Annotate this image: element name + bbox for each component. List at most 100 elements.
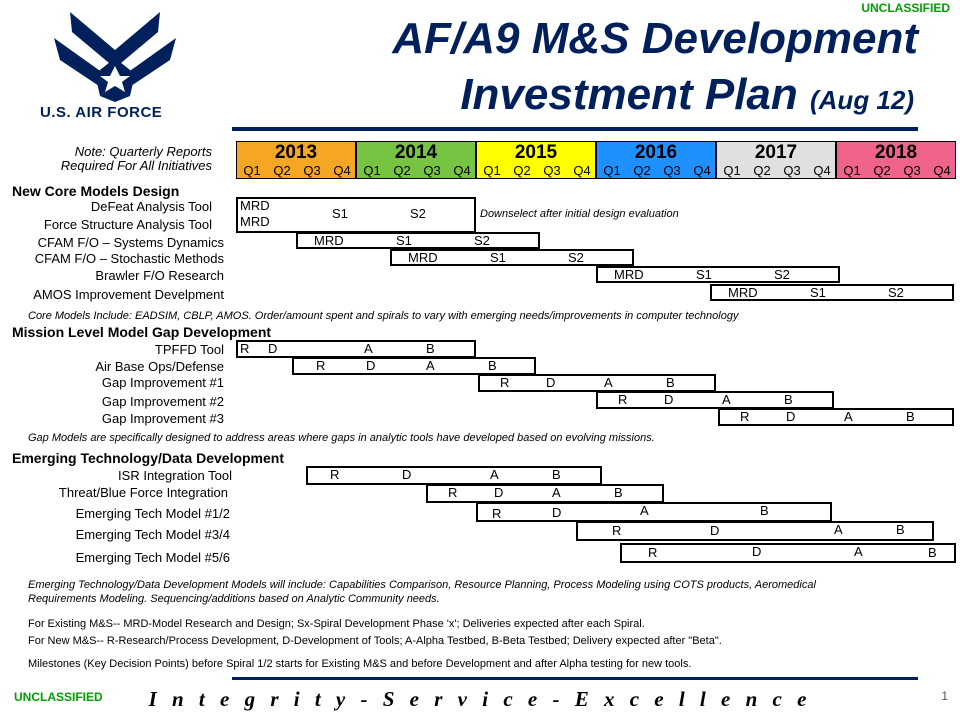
row-label: CFAM F/O – Stochastic Methods bbox=[34, 251, 224, 266]
milestone-r: R bbox=[330, 467, 340, 482]
milestone-b: B bbox=[666, 375, 675, 390]
title-line-1: AF/A9 M&S Development bbox=[392, 14, 918, 63]
milestone-a: A bbox=[604, 375, 613, 390]
classification-top: UNCLASSIFIED bbox=[861, 1, 950, 15]
quarter-label: Q2 bbox=[753, 163, 771, 178]
milestone-a: A bbox=[364, 341, 373, 356]
milestone-b: B bbox=[614, 485, 623, 500]
milestone-mrd: MRD bbox=[614, 267, 644, 282]
row-label: Air Base Ops/Defense bbox=[95, 359, 224, 374]
row-label: Force Structure Analysis Tool bbox=[43, 217, 212, 232]
milestone-d: D bbox=[786, 409, 796, 424]
milestone-mrd: MRD bbox=[240, 198, 270, 213]
air-force-logo bbox=[54, 12, 176, 102]
row-label: Gap Improvement #1 bbox=[101, 375, 224, 390]
quarter-label: Q2 bbox=[633, 163, 651, 178]
milestone-b: B bbox=[488, 358, 497, 373]
emerging-annotation-line-2: Requirements Modeling. Sequencing/additi… bbox=[28, 593, 440, 605]
milestone-r: R bbox=[618, 392, 628, 407]
year-label: 2015 bbox=[514, 142, 558, 163]
milestone-s2: S2 bbox=[774, 267, 790, 282]
gantt-bar: MRD S1 S2 bbox=[710, 284, 954, 301]
row-label: Emerging Tech Model #5/6 bbox=[75, 550, 230, 565]
milestone-a: A bbox=[552, 485, 561, 500]
milestone-b: B bbox=[784, 392, 793, 407]
milestone-d: D bbox=[402, 467, 412, 482]
row-label: Threat/Blue Force Integration bbox=[58, 485, 228, 500]
milestone-s2: S2 bbox=[568, 250, 584, 265]
title-date: (Aug 12) bbox=[810, 85, 914, 115]
milestone-a: A bbox=[854, 544, 863, 559]
footer-rule bbox=[232, 677, 918, 680]
quarterly-note-line-1: Note: Quarterly Reports bbox=[74, 144, 212, 159]
milestone-r: R bbox=[500, 375, 510, 390]
year-label: 2013 bbox=[274, 142, 318, 163]
milestone-mrd: MRD bbox=[728, 285, 758, 300]
milestone-b: B bbox=[552, 467, 561, 482]
milestone-d: D bbox=[552, 505, 562, 520]
year-label: 2017 bbox=[754, 142, 798, 163]
year-column-2013: 2013 Q1 Q2 Q3 Q4 bbox=[236, 141, 356, 179]
quarter-label: Q2 bbox=[273, 163, 291, 178]
quarter-label: Q4 bbox=[573, 163, 591, 178]
quarter-label: Q1 bbox=[843, 163, 861, 178]
quarter-label: Q1 bbox=[483, 163, 501, 178]
milestone-a: A bbox=[844, 409, 853, 424]
year-column-2015: 2015 Q1 Q2 Q3 Q4 bbox=[476, 141, 596, 179]
quarter-label: Q4 bbox=[813, 163, 831, 178]
row-label: AMOS Improvement Develpment bbox=[33, 287, 224, 302]
quarter-label: Q4 bbox=[933, 163, 951, 178]
gap-annotation: Gap Models are specifically designed to … bbox=[28, 432, 655, 444]
milestone-r: R bbox=[448, 485, 458, 500]
row-label: Brawler F/O Research bbox=[95, 268, 224, 283]
row-label: Emerging Tech Model #3/4 bbox=[75, 527, 230, 542]
row-label: ISR Integration Tool bbox=[118, 468, 232, 483]
gantt-bar: MRD S1 S2 bbox=[596, 266, 840, 283]
milestone-d: D bbox=[546, 375, 556, 390]
quarter-label: Q4 bbox=[453, 163, 471, 178]
milestone-a: A bbox=[834, 522, 843, 537]
legend-existing: For Existing M&S-- MRD-Model Research an… bbox=[28, 618, 645, 630]
milestone-b: B bbox=[760, 503, 769, 518]
quarter-label: Q3 bbox=[543, 163, 561, 178]
classification-bottom: UNCLASSIFIED bbox=[14, 690, 103, 704]
year-label: 2016 bbox=[634, 142, 678, 163]
milestone-r: R bbox=[492, 506, 502, 521]
milestone-r: R bbox=[316, 358, 326, 373]
section-title-core: New Core Models Design bbox=[12, 183, 180, 199]
row-label: CFAM F/O – Systems Dynamics bbox=[37, 235, 224, 250]
year-column-2017: 2017 Q1 Q2 Q3 Q4 bbox=[716, 141, 836, 179]
quarter-label: Q3 bbox=[783, 163, 801, 178]
milestone-a: A bbox=[490, 467, 499, 482]
legend-new: For New M&S-- R-Research/Process Develop… bbox=[28, 635, 722, 647]
quarter-label: Q3 bbox=[423, 163, 441, 178]
quarter-label: Q4 bbox=[333, 163, 351, 178]
quarter-label: Q1 bbox=[243, 163, 261, 178]
quarter-label: Q3 bbox=[303, 163, 321, 178]
quarterly-note: Note: Quarterly Reports Required For All… bbox=[61, 145, 212, 173]
milestone-s2: S2 bbox=[888, 285, 904, 300]
milestone-d: D bbox=[494, 485, 504, 500]
milestone-r: R bbox=[648, 545, 658, 560]
quarter-label: Q4 bbox=[693, 163, 711, 178]
quarter-label: Q3 bbox=[663, 163, 681, 178]
year-column-2014: 2014 Q1 Q2 Q3 Q4 bbox=[356, 141, 476, 179]
milestone-mrd: MRD bbox=[240, 214, 270, 229]
milestone-s1: S1 bbox=[490, 250, 506, 265]
milestone-s1: S1 bbox=[696, 267, 712, 282]
milestone-s2: S2 bbox=[410, 206, 426, 221]
quarterly-note-line-2: Required For All Initiatives bbox=[60, 158, 212, 173]
quarter-label: Q1 bbox=[603, 163, 621, 178]
milestone-d: D bbox=[268, 341, 278, 356]
row-label: DeFeat Analysis Tool bbox=[90, 199, 212, 214]
quarter-label: Q1 bbox=[363, 163, 381, 178]
milestone-s1: S1 bbox=[396, 233, 412, 248]
milestone-mrd: MRD bbox=[314, 233, 344, 248]
emerging-annotation-line-1: Emerging Technology/Data Development Mod… bbox=[28, 579, 816, 591]
